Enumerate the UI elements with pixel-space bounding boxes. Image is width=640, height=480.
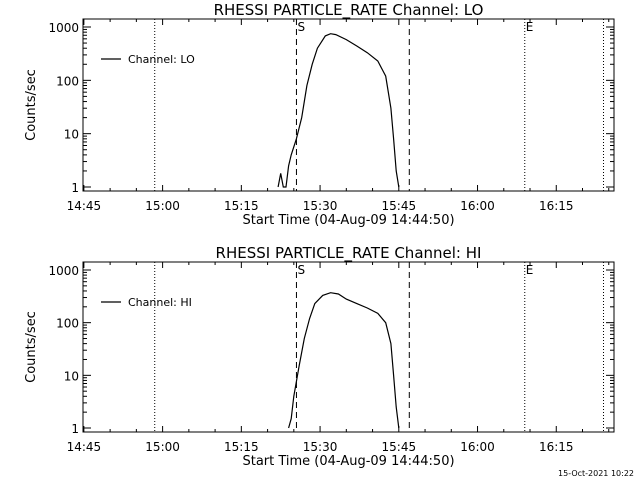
marker-label: S — [297, 20, 305, 34]
chart-title: RHESSI PARTICLE_RATE Channel: LO — [214, 1, 484, 20]
marker-label: E — [526, 263, 534, 277]
plot-frame — [82, 261, 615, 433]
y-axis-label: Counts/sec — [24, 69, 39, 141]
x-tick-label: 16:15 — [539, 199, 574, 213]
x-tick-label: 14:45 — [67, 199, 102, 213]
x-tick-label: 15:30 — [303, 199, 338, 213]
x-axis-label: Start Time (04-Aug-09 14:44:50) — [242, 454, 454, 469]
x-tick-label: 15:00 — [145, 440, 180, 454]
y-tick-label: 100 — [56, 317, 79, 331]
x-tick-label: 15:45 — [382, 440, 417, 454]
x-tick-label: 15:30 — [303, 440, 338, 454]
y-tick-label: 1 — [71, 181, 79, 195]
series-line — [277, 33, 400, 188]
marker-label: S — [297, 263, 305, 277]
x-tick-label: 14:45 — [67, 440, 102, 454]
x-axis-label: Start Time (04-Aug-09 14:44:50) — [242, 213, 454, 228]
x-tick-label: 16:00 — [460, 440, 495, 454]
chart-title: RHESSI PARTICLE_RATE Channel: HI — [216, 244, 482, 263]
plot-timestamp: 15-Oct-2021 10:22 — [558, 469, 634, 478]
x-tick-label: 15:15 — [224, 440, 259, 454]
y-tick-label: 1000 — [48, 264, 79, 278]
y-tick-label: 10 — [64, 128, 79, 142]
y-tick-label: 1 — [71, 422, 79, 436]
y-axis-label: Counts/sec — [24, 311, 39, 383]
y-tick-label: 100 — [56, 74, 79, 88]
x-tick-label: 15:45 — [382, 199, 417, 213]
x-tick-label: 15:00 — [145, 199, 180, 213]
marker-label: E — [526, 20, 534, 34]
legend-label: Channel: LO — [128, 53, 195, 66]
y-tick-label: 10 — [64, 369, 79, 383]
plot-frame — [82, 18, 615, 192]
x-tick-label: 16:15 — [539, 440, 574, 454]
y-tick-label: 1000 — [48, 21, 79, 35]
series-line — [288, 292, 400, 429]
legend-label: Channel: HI — [128, 296, 192, 309]
x-tick-label: 16:00 — [460, 199, 495, 213]
x-tick-label: 15:15 — [224, 199, 259, 213]
